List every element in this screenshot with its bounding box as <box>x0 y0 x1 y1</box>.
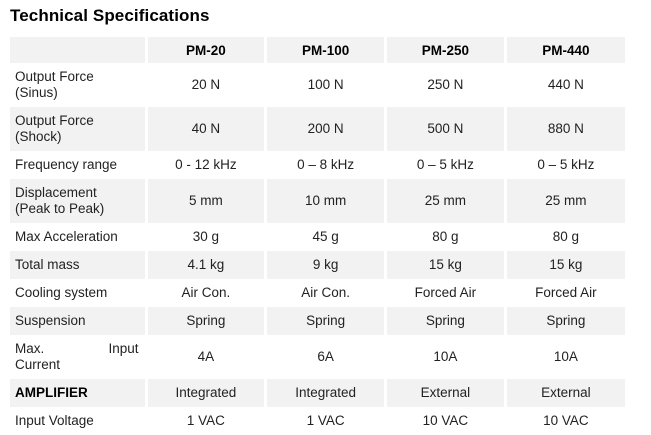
cell-value: Spring <box>384 307 506 335</box>
row-label: Max. Input Current <box>15 341 139 372</box>
cell-value: 80 g <box>384 223 506 251</box>
row-label: AMPLIFIER <box>10 379 146 407</box>
cell-value: 6A <box>264 335 386 379</box>
cell-value: Integrated <box>144 379 266 407</box>
cell-value: 10 mm <box>264 179 386 223</box>
table-row: Cooling system Air Con. Air Con. Forced Air… <box>10 279 625 307</box>
cell-value: External <box>503 379 625 407</box>
row-label: Displacement (Peak to Peak) <box>10 179 146 223</box>
cell-value: Air Con. <box>264 279 386 307</box>
row-label: Output Force (Shock) <box>10 107 146 151</box>
model-column-header: PM-100 <box>264 37 386 63</box>
cell-value: 440 N <box>503 63 625 107</box>
cell-value: External <box>384 379 506 407</box>
cell-value: Integrated <box>264 379 386 407</box>
cell-value: 200 N <box>264 107 386 151</box>
table-row: Frequency range 0 - 12 kHz 0 – 8 kHz 0 – 5 … <box>10 151 625 179</box>
cell-value: 20 N <box>144 63 266 107</box>
cell-value: Spring <box>264 307 386 335</box>
table-row: Max. Input Current 4A 6A 10A 10A <box>10 335 625 379</box>
model-column-header: PM-20 <box>144 37 266 63</box>
cell-value: 4.1 kg <box>144 251 266 279</box>
cell-value: 10 VAC <box>384 407 506 435</box>
cell-value: 10A <box>503 335 625 379</box>
table-row: Displacement (Peak to Peak) 5 mm 10 mm 25 mm… <box>10 179 625 223</box>
cell-value: 40 N <box>144 107 266 151</box>
model-column-header: PM-250 <box>384 37 506 63</box>
cell-value: 10 VAC <box>503 407 625 435</box>
cell-value: 9 kg <box>264 251 386 279</box>
cell-value: 100 N <box>264 63 386 107</box>
cell-value: Air Con. <box>144 279 266 307</box>
table-row: Output Force (Shock) 40 N 200 N 500 N 880 N <box>10 107 625 151</box>
cell-value: 250 N <box>384 63 506 107</box>
table-row: Input Voltage 1 VAC 1 VAC 10 VAC 10 VAC <box>10 407 625 435</box>
cell-value: 0 – 8 kHz <box>264 151 386 179</box>
cell-value: 15 kg <box>384 251 506 279</box>
cell-value: 30 g <box>144 223 266 251</box>
cell-value: 25 mm <box>384 179 506 223</box>
table-row: Suspension Spring Spring Spring Spring <box>10 307 625 335</box>
spec-table: PM-20 PM-100 PM-250 PM-440 Output Force (Sin… <box>10 37 625 435</box>
table-row: Output Force (Sinus) 20 N 100 N 250 N 440 N <box>10 63 625 107</box>
row-label: Input Voltage <box>15 413 94 428</box>
table-body: Output Force (Sinus) 20 N 100 N 250 N 440 N Ou… <box>10 63 625 435</box>
row-label: Suspension <box>10 307 146 335</box>
table-row: Total mass 4.1 kg 9 kg 15 kg 15 kg <box>10 251 625 279</box>
cell-value: 1 VAC <box>264 407 386 435</box>
spec-column-header <box>10 37 146 63</box>
cell-value: 25 mm <box>503 179 625 223</box>
cell-value: Forced Air <box>503 279 625 307</box>
cell-value: 45 g <box>264 223 386 251</box>
cell-value: 0 - 12 kHz <box>144 151 266 179</box>
cell-value: 880 N <box>503 107 625 151</box>
table-row: AMPLIFIER Integrated Integrated External Ext… <box>10 379 625 407</box>
cell-value: 0 – 5 kHz <box>503 151 625 179</box>
row-label: Cooling system <box>15 285 108 300</box>
table-row: Max Acceleration 30 g 45 g 80 g 80 g <box>10 223 625 251</box>
row-label: Max Acceleration <box>15 229 118 244</box>
cell-value: 80 g <box>503 223 625 251</box>
cell-value: 500 N <box>384 107 506 151</box>
cell-value: 5 mm <box>144 179 266 223</box>
row-label: Frequency range <box>15 157 118 172</box>
cell-value: 0 – 5 kHz <box>384 151 506 179</box>
row-label: Total mass <box>10 251 146 279</box>
cell-value: 10A <box>384 335 506 379</box>
cell-value: 1 VAC <box>144 407 266 435</box>
cell-value: Spring <box>144 307 266 335</box>
table-header: PM-20 PM-100 PM-250 PM-440 <box>10 37 625 63</box>
model-column-header: PM-440 <box>503 37 625 63</box>
cell-value: Forced Air <box>384 279 506 307</box>
cell-value: 15 kg <box>503 251 625 279</box>
page-title: Technical Specifications <box>10 6 210 25</box>
row-label: Output Force (Sinus) <box>15 69 94 100</box>
cell-value: Spring <box>503 307 625 335</box>
header-row: PM-20 PM-100 PM-250 PM-440 <box>10 37 625 63</box>
cell-value: 4A <box>144 335 266 379</box>
